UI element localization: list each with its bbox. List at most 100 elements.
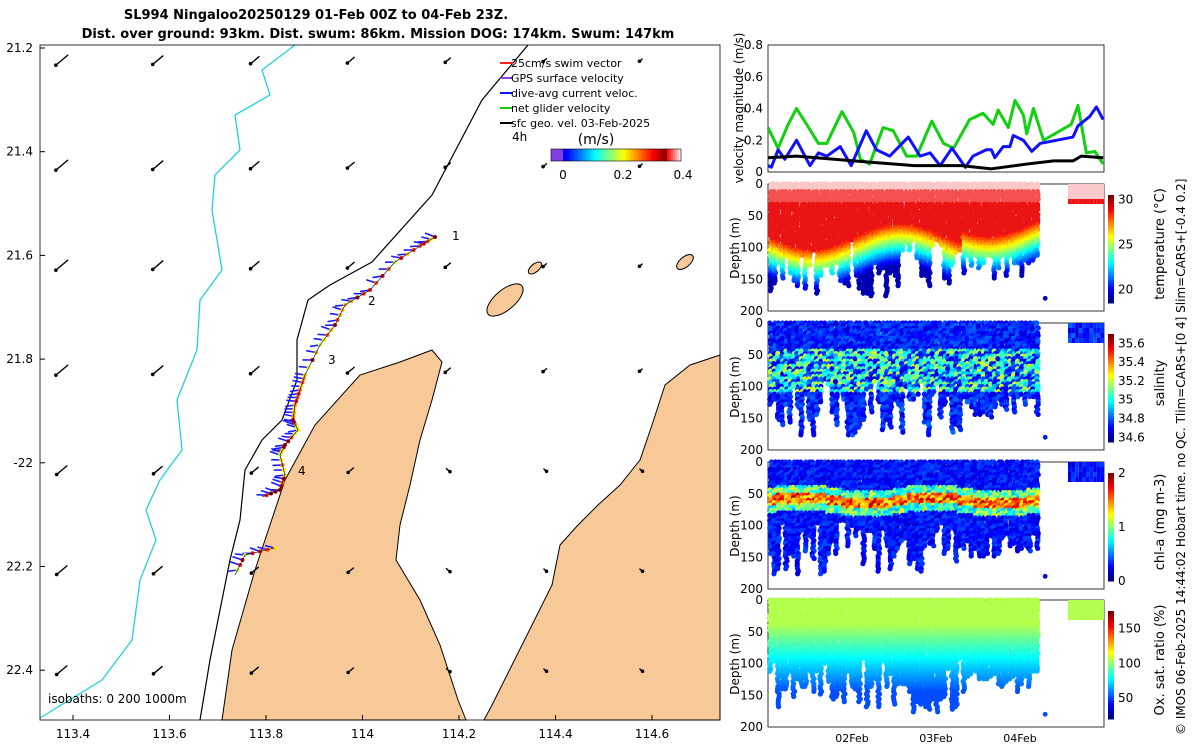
data-point <box>988 414 995 420</box>
current-vector <box>56 464 68 476</box>
current-vector-head <box>345 166 350 170</box>
y-tick-label: 21.2 <box>6 41 33 55</box>
colorbar-cell <box>613 149 616 161</box>
data-point <box>946 280 952 286</box>
x-tick-label: 113.4 <box>56 727 90 741</box>
colorbar-cell <box>615 149 618 161</box>
data-point <box>910 237 916 243</box>
current-vector-head <box>248 266 253 271</box>
preview-cell <box>1082 194 1086 199</box>
colorbar-cell <box>609 149 612 161</box>
colorbar-cell <box>579 149 582 161</box>
colorbar-cell <box>563 149 566 161</box>
data-point <box>767 401 773 407</box>
current-vector <box>153 465 163 475</box>
current-vector <box>56 664 68 676</box>
current-vector-head <box>54 373 58 377</box>
colorbar-cell <box>665 149 668 161</box>
track-label-2: 2 <box>368 294 376 308</box>
colorbar-cell <box>565 149 568 161</box>
preview-cell <box>1089 194 1094 199</box>
temperature-ylabel: Depth (m) <box>728 217 742 278</box>
colorbar-cell <box>667 149 670 161</box>
data-point <box>1003 272 1009 279</box>
colorbar-tick: 0 <box>559 168 567 182</box>
current-vector-head <box>541 369 545 374</box>
data-point <box>1042 295 1048 301</box>
temperature-y-tick: 100 <box>740 241 763 255</box>
preview-cell <box>1068 199 1072 204</box>
colorbar-cell <box>571 149 574 161</box>
current-vector-head <box>443 60 448 65</box>
current-vector-head <box>448 569 452 574</box>
current-vector-head <box>345 371 350 375</box>
colorbar-cell <box>673 149 676 161</box>
current-vector-head <box>640 569 645 574</box>
colorbar-cell <box>639 149 642 161</box>
data-point <box>846 283 852 289</box>
colorbar-cell <box>611 149 614 161</box>
data-point <box>829 270 835 276</box>
current-vector-head <box>346 670 350 675</box>
track-label-4: 4 <box>298 464 306 478</box>
preview-cell <box>1093 184 1097 189</box>
colorbar-cell <box>573 149 576 161</box>
y-tick-label: 22.2 <box>6 560 33 574</box>
current-vector-head <box>54 168 58 172</box>
preview-cell <box>1100 194 1104 199</box>
preview-cell <box>1068 194 1072 199</box>
current-vector-head <box>443 370 448 375</box>
current-vector <box>250 365 260 375</box>
colorbar-cell <box>623 149 626 161</box>
colorbar-cell <box>671 149 674 161</box>
preview-cell <box>1075 199 1079 204</box>
current-vector-head <box>637 264 642 269</box>
temperature-colorbar-tick: 20 <box>1118 283 1133 297</box>
data-point <box>787 419 793 425</box>
data-point <box>900 429 906 435</box>
colorbar-cell <box>661 149 664 161</box>
legend-label: dive-avg current veloc. <box>511 87 638 100</box>
x-tick-label: 113.8 <box>249 727 283 741</box>
current-vector-head <box>443 165 448 170</box>
colorbar-cell <box>569 149 572 161</box>
preview-cell <box>1086 199 1090 204</box>
colorbar-cell <box>559 149 562 161</box>
current-vector-head <box>637 59 642 64</box>
current-vector-head <box>443 265 448 270</box>
title-line-2: Dist. over ground: 93km. Dist. swum: 86k… <box>82 27 675 42</box>
colorbar-cell <box>599 149 602 161</box>
data-point <box>964 399 970 405</box>
colorbar-cell <box>649 149 652 161</box>
x-tick-label: 114.6 <box>635 727 669 741</box>
island <box>486 283 524 317</box>
data-point <box>952 249 958 256</box>
preview-cell <box>1078 194 1083 199</box>
y-tick-label: 21.4 <box>6 145 33 159</box>
x-tick-label: 114.2 <box>442 727 476 741</box>
data-point <box>807 262 813 268</box>
temperature-scatter <box>767 181 1041 299</box>
x-tick-label: 113.6 <box>152 727 186 741</box>
preview-cell <box>1078 184 1083 189</box>
current-vector-head <box>249 471 254 475</box>
colorbar-cell <box>643 149 646 161</box>
preview-cell <box>1100 199 1104 204</box>
current-vector-head <box>249 671 254 675</box>
series-net-glider-velocity <box>766 99 1105 166</box>
colorbar-cell <box>679 149 682 161</box>
current-vector-head <box>151 471 156 476</box>
data-point <box>906 247 912 253</box>
legend-label: 25cm/s swim vector <box>511 57 622 70</box>
data-point <box>1034 252 1040 258</box>
data-point <box>961 270 967 276</box>
data-point <box>780 422 786 428</box>
colorbar-cell <box>591 149 594 161</box>
x-tick-label: 114.4 <box>538 727 572 741</box>
velocity-y-tick: 0.4 <box>744 102 763 116</box>
current-vector-head <box>640 469 645 474</box>
data-point <box>981 260 987 266</box>
track-label-1: 1 <box>452 229 460 243</box>
